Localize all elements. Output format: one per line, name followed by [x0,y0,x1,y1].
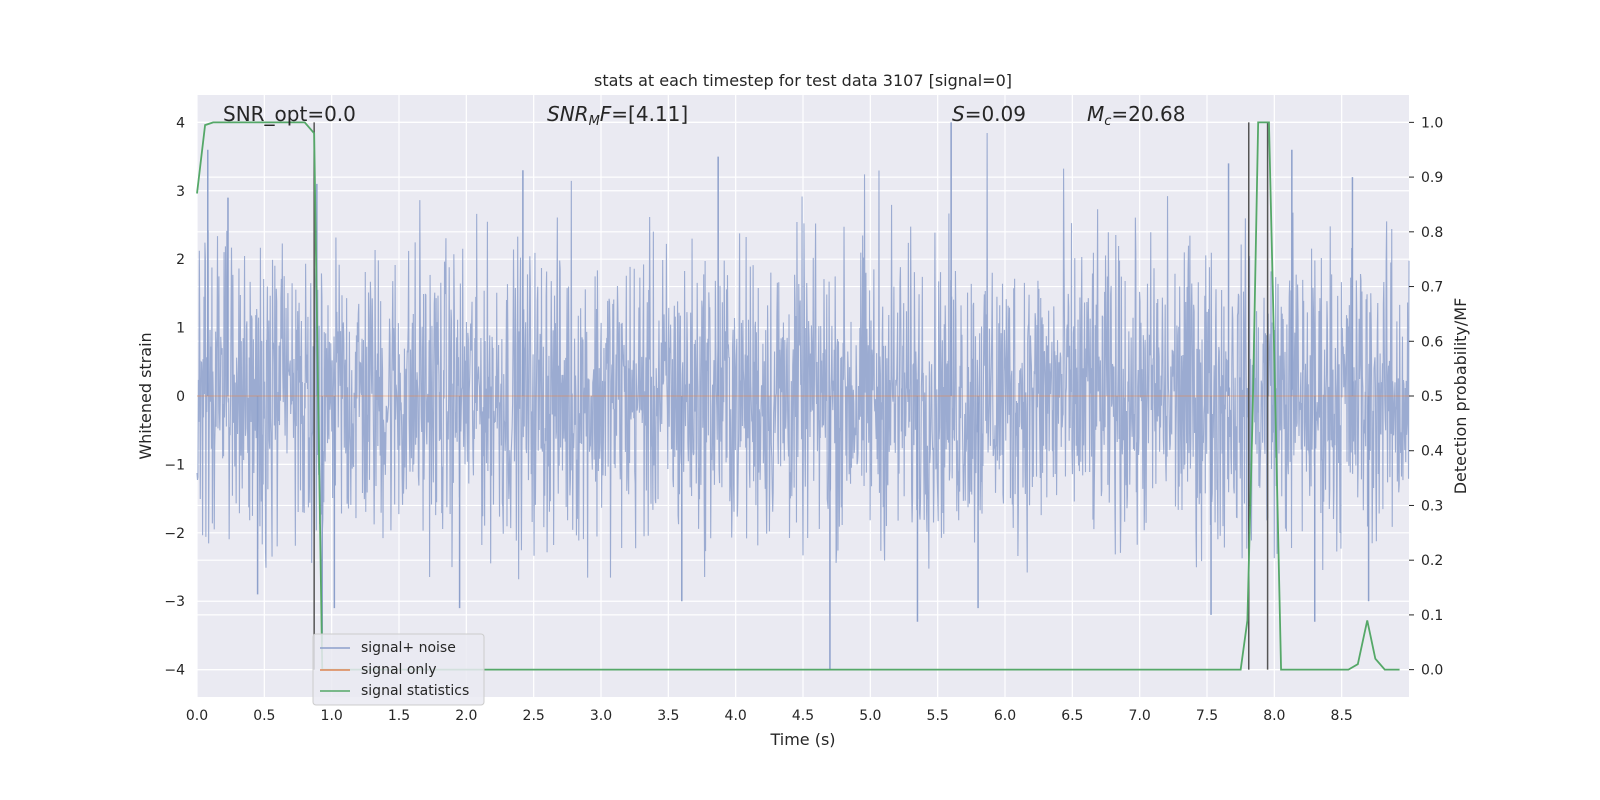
mc-symbol: M [1087,102,1104,126]
x-tick-label: 2.5 [523,708,545,724]
x-tick-label: 5.5 [927,708,949,724]
y-tick-label: 1 [176,321,185,337]
x-tick-label: 8.5 [1331,708,1353,724]
snr-mf-symbol-tail: F [600,102,612,126]
annotation-mc: Mc=20.68 [1087,102,1185,129]
annotation-snr-mf: SNRMF=[4.11] [547,102,688,129]
y-tick-label: 2 [176,252,185,268]
y2-tick-label: 0.2 [1421,553,1443,569]
y-tick-label: −2 [164,526,185,542]
mc-value: =20.68 [1111,102,1185,126]
y2-tick-label: 0.3 [1421,498,1443,514]
y-tick-label: −4 [164,663,185,679]
mc-subscript: c [1104,114,1111,129]
x-tick-label: 0.0 [186,708,208,724]
snr-mf-value: =[4.11] [611,102,688,126]
y2-tick-labels: 0.0 0.1 0.2 0.3 0.4 0.5 0.6 0.7 0.8 0.9 1.0 [1409,115,1443,679]
y-tick-label: −3 [164,594,185,610]
annotation-snr-opt: SNR_opt=0.0 [223,102,356,126]
stats-line [196,121,1400,671]
x-axis-label: Time (s) [769,730,835,749]
s-value: =0.09 [965,102,1026,126]
x-tick-label: 3.5 [657,708,679,724]
signal-statistics-series [196,121,1400,671]
y2-tick-label: 0.4 [1421,444,1443,460]
noise-trace [196,132,1410,580]
y2-tick-label: 1.0 [1421,115,1443,131]
y2-axis-label: Detection probability/MF [1451,298,1470,495]
signal-noise-series [196,122,1410,670]
snr-mf-subscript: M [589,114,600,129]
y-tick-label: 0 [176,389,185,405]
legend-box [312,633,485,706]
x-tick-label: 3.0 [590,708,612,724]
y2-tick-label: 0.6 [1421,334,1443,350]
x-tick-label: 1.0 [321,708,343,724]
chart-title: stats at each timestep for test data 310… [594,71,1012,90]
x-tick-label: 7.5 [1196,708,1218,724]
y2-tick-label: 0.7 [1421,280,1443,296]
s-symbol: S [952,102,965,126]
x-tick-label: 1.5 [388,708,410,724]
x-tick-label: 0.5 [253,708,275,724]
legend-label-stats: signal statistics [361,683,469,699]
y2-tick-label: 0.8 [1421,225,1443,241]
y2-tick-label: 0.5 [1421,389,1443,405]
y-tick-label: 3 [176,184,185,200]
x-tick-label: 5.0 [859,708,881,724]
y-tick-label: 4 [176,115,185,131]
y2-tick-label: 0.9 [1421,170,1443,186]
y-tick-label: −1 [164,457,185,473]
y-axis-label: Whitened strain [136,332,155,459]
legend-label-signal: signal only [361,662,436,678]
snr-mf-symbol: SNR [547,102,589,126]
y-tick-labels: −4 −3 −2 −1 0 1 2 3 4 [164,115,185,678]
x-tick-label: 6.0 [994,708,1016,724]
x-tick-label: 4.0 [725,708,747,724]
x-tick-label: 7.0 [1129,708,1151,724]
y2-tick-label: 0.1 [1421,608,1443,624]
x-tick-label: 4.5 [792,708,814,724]
x-tick-label: 2.0 [455,708,477,724]
y2-tick-label: 0.0 [1421,663,1443,679]
legend: signal+ noise signal only signal statist… [312,633,485,706]
x-tick-label: 6.5 [1061,708,1083,724]
annotation-s: S=0.09 [952,102,1026,126]
x-tick-labels: 0.0 0.5 1.0 1.5 2.0 2.5 3.0 3.5 4.0 4.5 5.0 5.5 6.0 6… [186,708,1353,724]
legend-label-noise: signal+ noise [361,640,456,656]
x-tick-label: 8.0 [1263,708,1285,724]
